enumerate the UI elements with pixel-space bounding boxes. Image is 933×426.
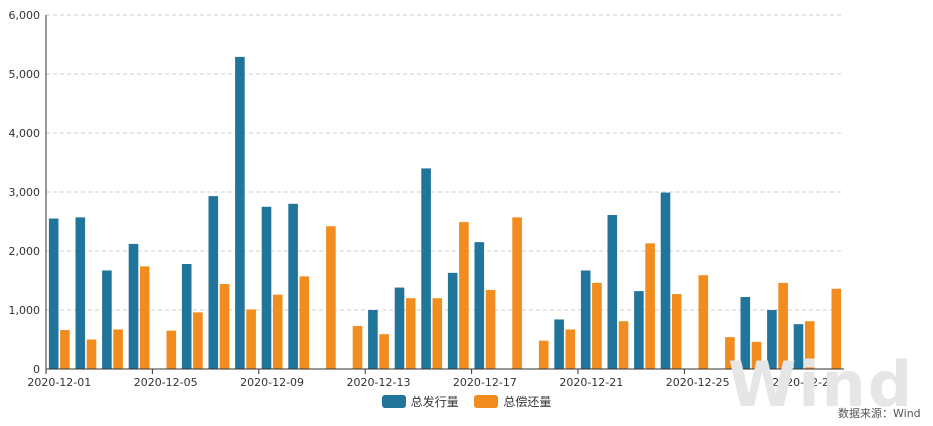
bar-issuance [474,242,485,369]
bar-repayment [645,243,655,369]
x-tick-label: 2020-12-25 [666,376,730,389]
y-tick-label: 1,000 [9,304,41,317]
bar-repayment [512,217,522,369]
legend-swatch-repayment [474,395,499,408]
x-tick-label: 2020-12-09 [240,376,304,389]
bar-issuance [368,310,378,369]
data-source-note: 数据来源：Wind [838,407,921,420]
bar-issuance [235,56,245,369]
bar-issuance [580,270,591,369]
x-tick-label: 2020-12-01 [27,376,91,389]
bar-repayment [60,330,70,369]
legend-label-repayment: 总偿还量 [503,395,552,409]
x-tick-label: 2020-12-17 [453,376,517,389]
bar-repayment [804,321,815,369]
x-tick-label: 2020-12-05 [134,376,198,389]
wind-watermark: Wind [728,348,915,421]
bar-repayment [193,312,203,369]
y-tick-label: 3,000 [9,186,41,199]
bar-issuance [421,168,431,369]
bar-issuance [75,217,86,369]
bar-repayment [725,337,735,369]
bar-issuance [793,324,804,369]
bar-issuance [102,270,112,369]
bar-repayment [618,321,629,369]
bar-issuance [261,206,272,369]
bar-repayment [139,266,150,369]
bar-repayment [272,294,283,369]
bar-issuance [208,196,219,369]
y-tick-label: 2,000 [9,245,41,258]
bar-repayment [538,340,549,369]
bar-issuance [767,310,777,369]
bar-issuance [660,192,671,369]
bar-issuance [288,203,298,369]
bar-repayment [751,341,762,369]
bar-repayment [299,276,310,369]
y-tick-label: 4,000 [9,127,41,140]
bar-repayment [405,298,416,369]
bar-repayment [671,294,682,369]
bar-issuance [48,218,59,369]
legend-label-issuance: 总发行量 [410,395,459,409]
bar-repayment [379,334,389,369]
bar-repayment [592,282,602,369]
bar-repayment [86,339,97,369]
bar-repayment [113,329,123,369]
y-tick-label: 5,000 [9,68,41,81]
bar-repayment [326,226,336,369]
bar-repayment [246,309,256,369]
x-tick-label: 2020-12-21 [559,376,623,389]
bar-issuance [607,215,618,369]
bar-repayment [485,289,496,369]
legend-swatch-issuance [381,395,406,408]
bar-repayment [352,325,363,369]
legend-item-repayment[interactable]: 总偿还量 [474,393,551,410]
bar-repayment [459,222,469,369]
bar-issuance [447,272,458,369]
legend-item-issuance[interactable]: 总发行量 [381,393,459,410]
y-tick-label: 6,000 [9,9,41,22]
bar-repayment [698,275,709,369]
bar-issuance [181,263,192,369]
bar-issuance [394,287,405,369]
bar-repayment [778,282,788,369]
y-tick-label: 0 [33,363,40,376]
bar-repayment [166,330,177,369]
bar-issuance [740,297,751,369]
x-tick-label: 2020-12-29 [772,376,836,389]
bar-repayment [831,288,842,369]
bar-issuance [554,319,564,369]
bar-repayment [219,284,230,369]
chart-legend: 总发行量 总偿还量 [0,393,933,411]
bar-repayment [565,329,576,369]
bar-repayment [432,298,443,369]
bar-issuance [634,291,644,369]
x-tick-label: 2020-12-13 [347,376,411,389]
bar-issuance [128,243,139,369]
